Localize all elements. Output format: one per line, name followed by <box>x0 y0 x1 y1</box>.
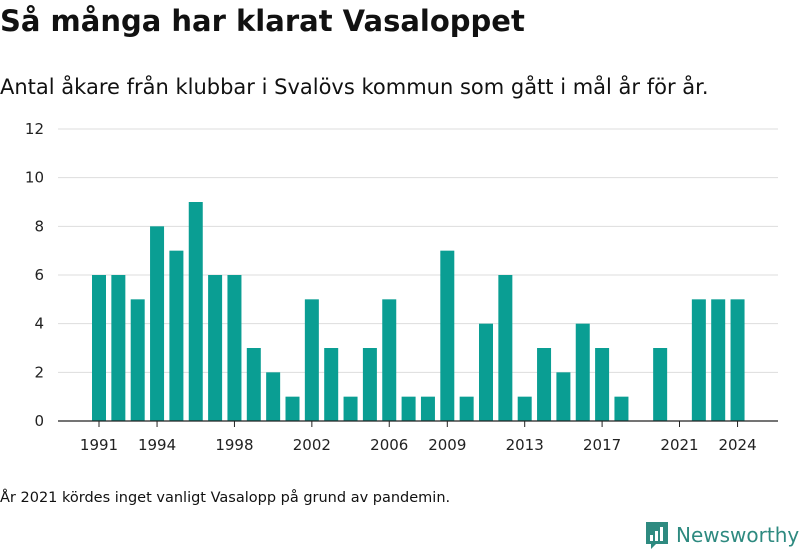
x-tick-label: 2021 <box>660 436 698 454</box>
chart-title: Så många har klarat Vasaloppet <box>0 4 525 38</box>
chart-subtitle: Antal åkare från klubbar i Svalövs kommu… <box>0 75 709 99</box>
bar <box>111 275 126 421</box>
bar <box>382 299 397 421</box>
bar <box>479 323 493 421</box>
y-tick-label: 12 <box>25 120 44 138</box>
bar <box>537 348 552 421</box>
bar <box>188 202 203 421</box>
bar <box>653 348 668 421</box>
y-tick-label: 8 <box>34 217 44 235</box>
bar <box>614 396 629 421</box>
y-tick-label: 0 <box>34 412 44 430</box>
x-axis-ticks: 1991 1994 1998 2002 2006 2009 2013 2017 2021 2024 <box>80 421 757 454</box>
x-tick-label: 1991 <box>80 436 118 454</box>
x-tick-label: 2013 <box>506 436 544 454</box>
bar <box>266 372 281 421</box>
gridlines <box>58 128 778 373</box>
bar <box>595 348 610 421</box>
x-tick-label: 2006 <box>370 436 408 454</box>
x-tick-label: 1998 <box>215 436 253 454</box>
bar <box>459 396 474 421</box>
footnote: År 2021 kördes inget vanligt Vasalopp på… <box>0 490 451 506</box>
bar <box>730 299 745 421</box>
bar <box>169 250 184 421</box>
bar <box>420 396 435 421</box>
bar <box>691 299 706 421</box>
bar <box>362 348 377 421</box>
bar <box>285 396 300 421</box>
bar <box>92 275 106 421</box>
bar <box>575 323 590 421</box>
bar <box>304 299 319 421</box>
bar-chart: 0 2 4 6 8 10 12 1991 1994 1998 2002 2006 2009 2013 20… <box>25 120 778 454</box>
y-tick-label: 10 <box>25 169 44 187</box>
bar <box>150 226 165 421</box>
bar <box>130 299 145 421</box>
brand-logo: Newsworthy <box>644 518 799 552</box>
bar <box>517 396 532 421</box>
bars <box>92 202 745 421</box>
bar <box>324 348 339 421</box>
bar <box>440 250 455 421</box>
y-tick-label: 2 <box>34 363 44 381</box>
x-tick-label: 2009 <box>428 436 466 454</box>
bar <box>343 396 358 421</box>
x-tick-label: 1994 <box>138 436 176 454</box>
bar <box>711 299 726 421</box>
y-tick-label: 4 <box>34 315 44 333</box>
bar <box>498 275 513 421</box>
brand-name: Newsworthy <box>676 523 800 547</box>
bar <box>208 275 223 421</box>
x-tick-label: 2024 <box>718 436 756 454</box>
bar <box>227 275 242 421</box>
bar <box>401 396 416 421</box>
x-tick-label: 2017 <box>583 436 621 454</box>
bar <box>246 348 261 421</box>
y-tick-label: 6 <box>34 266 44 284</box>
y-axis-ticks: 0 2 4 6 8 10 12 <box>25 120 44 430</box>
newsworthy-logo-icon <box>646 522 668 549</box>
x-tick-label: 2002 <box>293 436 331 454</box>
bar <box>556 372 571 421</box>
